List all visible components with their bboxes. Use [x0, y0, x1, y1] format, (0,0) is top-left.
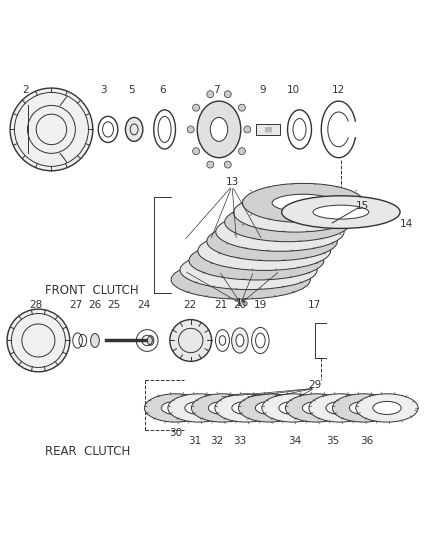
Ellipse shape	[145, 394, 207, 422]
Ellipse shape	[236, 334, 244, 346]
Text: 19: 19	[254, 300, 267, 310]
Ellipse shape	[216, 212, 344, 251]
Circle shape	[193, 104, 200, 111]
Circle shape	[238, 104, 245, 111]
Ellipse shape	[197, 101, 241, 158]
Text: 16: 16	[237, 298, 250, 309]
Text: 6: 6	[159, 85, 166, 95]
Text: 36: 36	[360, 435, 374, 446]
Text: 34: 34	[288, 435, 301, 446]
Ellipse shape	[91, 334, 99, 348]
Text: 26: 26	[88, 300, 102, 310]
Text: 27: 27	[70, 300, 83, 310]
Ellipse shape	[210, 117, 228, 141]
Text: 5: 5	[129, 85, 135, 95]
Ellipse shape	[350, 401, 378, 415]
Ellipse shape	[302, 401, 331, 415]
Ellipse shape	[249, 223, 311, 240]
Ellipse shape	[171, 260, 311, 299]
Text: 9: 9	[259, 85, 266, 95]
Ellipse shape	[241, 232, 304, 250]
Text: 3: 3	[100, 85, 107, 95]
Circle shape	[224, 161, 231, 168]
Ellipse shape	[238, 394, 300, 422]
Text: FRONT  CLUTCH: FRONT CLUTCH	[45, 284, 138, 297]
Ellipse shape	[332, 394, 395, 422]
Ellipse shape	[279, 401, 307, 415]
Text: 13: 13	[226, 176, 239, 187]
Ellipse shape	[272, 194, 335, 212]
Ellipse shape	[161, 401, 190, 415]
Ellipse shape	[198, 231, 331, 270]
Ellipse shape	[255, 401, 284, 415]
Ellipse shape	[282, 196, 400, 229]
Circle shape	[207, 161, 214, 168]
Circle shape	[10, 88, 93, 171]
Circle shape	[224, 91, 231, 98]
Ellipse shape	[233, 242, 296, 260]
Ellipse shape	[286, 394, 348, 422]
Ellipse shape	[232, 328, 248, 353]
Ellipse shape	[207, 222, 337, 261]
Circle shape	[170, 320, 212, 361]
Circle shape	[187, 126, 194, 133]
Text: 20: 20	[233, 300, 247, 310]
Text: 14: 14	[399, 219, 413, 229]
Ellipse shape	[185, 401, 213, 415]
Text: 7: 7	[213, 85, 220, 95]
Circle shape	[207, 91, 214, 98]
Text: 24: 24	[138, 300, 151, 310]
Ellipse shape	[208, 401, 237, 415]
Ellipse shape	[225, 252, 288, 269]
Text: 32: 32	[210, 435, 223, 446]
Ellipse shape	[180, 251, 317, 289]
Text: 25: 25	[107, 300, 120, 310]
Ellipse shape	[217, 261, 280, 279]
Text: 22: 22	[183, 300, 196, 310]
Ellipse shape	[209, 271, 272, 288]
Circle shape	[244, 126, 251, 133]
Ellipse shape	[168, 394, 230, 422]
Ellipse shape	[373, 401, 401, 415]
Circle shape	[7, 309, 70, 372]
Text: 12: 12	[332, 85, 345, 95]
Text: 35: 35	[326, 435, 339, 446]
Circle shape	[193, 148, 200, 155]
Text: 10: 10	[287, 85, 300, 95]
Ellipse shape	[233, 193, 357, 232]
Ellipse shape	[189, 241, 324, 280]
Text: 28: 28	[30, 300, 43, 310]
Text: 17: 17	[308, 300, 321, 310]
Ellipse shape	[313, 205, 369, 219]
Ellipse shape	[264, 204, 327, 221]
Text: 33: 33	[233, 435, 247, 446]
Circle shape	[238, 148, 245, 155]
Text: 30: 30	[169, 428, 182, 438]
Ellipse shape	[309, 394, 371, 422]
Ellipse shape	[232, 401, 260, 415]
Ellipse shape	[225, 203, 351, 241]
Ellipse shape	[326, 401, 354, 415]
Ellipse shape	[215, 394, 277, 422]
Text: 31: 31	[188, 435, 201, 446]
Ellipse shape	[256, 213, 319, 231]
Text: 15: 15	[356, 200, 369, 211]
Ellipse shape	[356, 394, 418, 422]
Ellipse shape	[191, 394, 254, 422]
Text: REAR  CLUTCH: REAR CLUTCH	[45, 445, 130, 458]
Ellipse shape	[125, 117, 143, 141]
Ellipse shape	[243, 183, 364, 223]
Bar	[256, 124, 280, 135]
Ellipse shape	[262, 394, 324, 422]
Text: ||||: ||||	[264, 127, 272, 132]
Text: 29: 29	[308, 380, 321, 390]
Text: 21: 21	[215, 300, 228, 310]
Ellipse shape	[148, 336, 154, 345]
Text: 2: 2	[22, 85, 28, 95]
